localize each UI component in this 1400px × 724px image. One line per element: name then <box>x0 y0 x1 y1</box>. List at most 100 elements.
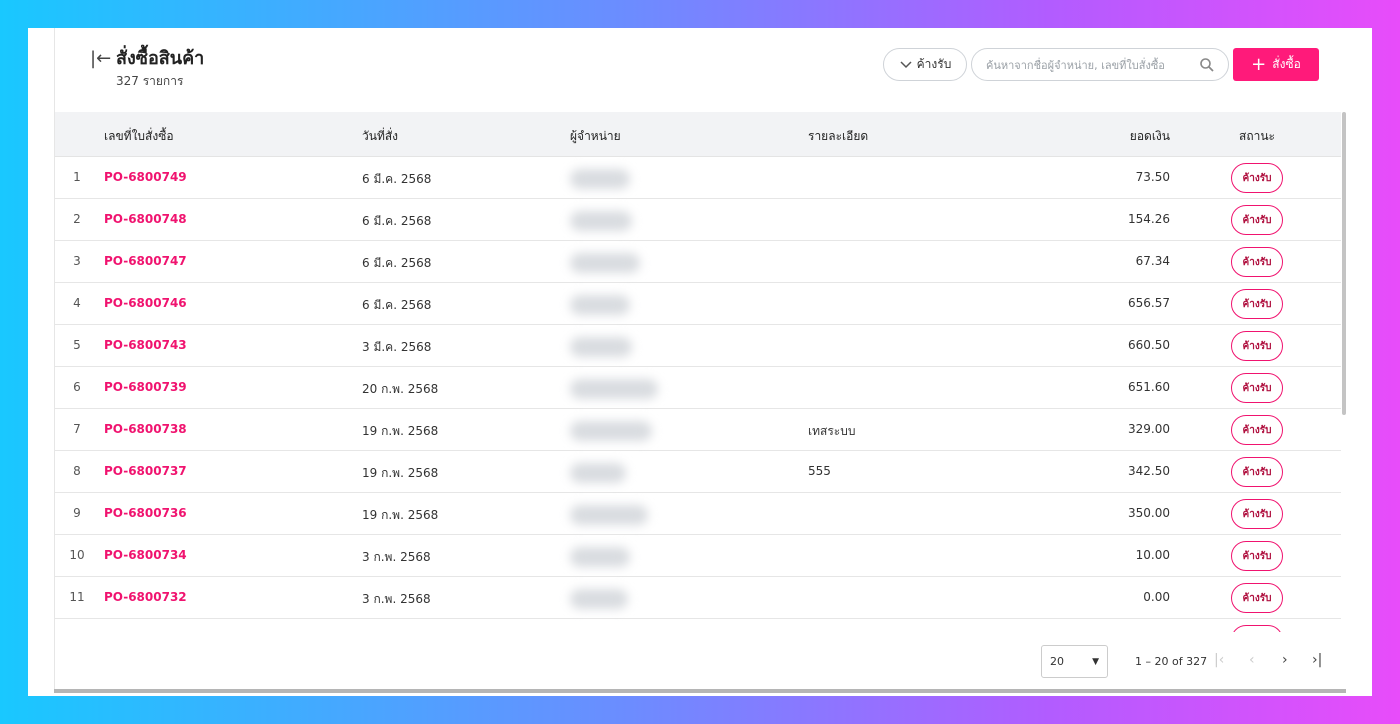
order-date: 6 มี.ค. 2568 <box>362 214 432 228</box>
table-row[interactable]: 1 PO-6800749 6 มี.ค. 2568 73.50 ค้างรับ <box>55 157 1341 199</box>
po-number[interactable]: PO-6800736 <box>104 506 187 520</box>
table-row[interactable]: 4 PO-6800746 6 มี.ค. 2568 656.57 ค้างรับ <box>55 283 1341 325</box>
plus-icon: + <box>1251 53 1267 75</box>
dropdown-icon: ▼ <box>1092 656 1099 667</box>
supplier-redacted <box>570 547 630 567</box>
po-number[interactable]: PO-6800739 <box>104 380 187 394</box>
search-placeholder: ค้นหาจากชื่อผู้จำหน่าย, เลขที่ใบสั่งซื้อ <box>986 58 1165 72</box>
page-range: 1 – 20 of 327 <box>1135 655 1208 668</box>
order-date: 3 มี.ค. 2568 <box>362 340 432 354</box>
order-date: 19 ก.พ. 2568 <box>362 466 439 480</box>
table-row[interactable]: 8 PO-6800737 19 ก.พ. 2568 555 342.50 ค้างรับ <box>55 451 1341 493</box>
table-row[interactable]: 9 PO-6800736 19 ก.พ. 2568 350.00 ค้างรับ <box>55 493 1341 535</box>
supplier-redacted <box>570 463 626 483</box>
amount: 660.50 <box>1128 338 1170 352</box>
order-date: 6 มี.ค. 2568 <box>362 172 432 186</box>
order-date: 20 ก.พ. 2568 <box>362 382 439 396</box>
amount: 651.60 <box>1128 380 1170 394</box>
status-badge: ค้างรับ <box>1231 289 1283 319</box>
status-badge: ค้างรับ <box>1231 331 1283 361</box>
po-number[interactable]: PO-6800748 <box>104 212 187 226</box>
supplier-redacted <box>570 421 652 441</box>
row-number: 4 <box>73 296 81 310</box>
search-input[interactable]: ค้นหาจากชื่อผู้จำหน่าย, เลขที่ใบสั่งซื้อ <box>971 48 1229 81</box>
amount: 67.34 <box>1135 254 1170 268</box>
order-date: 19 ก.พ. 2568 <box>362 424 439 438</box>
amount: 329.00 <box>1128 422 1170 436</box>
table-row <box>55 619 1341 632</box>
column-header: รายละเอียด <box>808 129 869 143</box>
last-page[interactable]: ›| <box>1312 652 1323 668</box>
row-number: 7 <box>73 422 81 436</box>
status-badge: ค้างรับ <box>1231 457 1283 487</box>
column-header: เลขที่ใบสั่งซื้อ <box>104 129 174 143</box>
amount: 0.00 <box>1143 590 1170 604</box>
po-number[interactable]: PO-6800749 <box>104 170 187 184</box>
table-header: เลขที่ใบสั่งซื้อ วันที่สั่ง ผู้จำหน่าย รายล… <box>55 112 1341 157</box>
next-page[interactable]: › <box>1282 652 1288 668</box>
first-page[interactable]: |‹ <box>1214 652 1225 668</box>
po-number[interactable]: PO-6800743 <box>104 338 187 352</box>
divider <box>54 28 55 692</box>
supplier-redacted <box>570 505 648 525</box>
po-number[interactable]: PO-6800746 <box>104 296 187 310</box>
status-badge: ค้างรับ <box>1231 205 1283 235</box>
supplier-redacted <box>570 295 630 315</box>
table-row[interactable]: 6 PO-6800739 20 ก.พ. 2568 651.60 ค้างรับ <box>55 367 1341 409</box>
row-number: 9 <box>73 506 81 520</box>
row-number: 1 <box>73 170 81 184</box>
status-badge: ค้างรับ <box>1231 373 1283 403</box>
table-row[interactable]: 2 PO-6800748 6 มี.ค. 2568 154.26 ค้างรับ <box>55 199 1341 241</box>
supplier-redacted <box>570 253 640 273</box>
table-row[interactable]: 11 PO-6800732 3 ก.พ. 2568 0.00 ค้างรับ <box>55 577 1341 619</box>
detail: 555 <box>808 464 831 478</box>
filter-label: ค้างรับ <box>916 57 952 71</box>
po-number[interactable]: PO-6800747 <box>104 254 187 268</box>
po-number[interactable]: PO-6800738 <box>104 422 187 436</box>
status-badge: ค้างรับ <box>1231 247 1283 277</box>
prev-page[interactable]: ‹ <box>1249 652 1255 668</box>
supplier-redacted <box>570 589 628 609</box>
order-date: 3 ก.พ. 2568 <box>362 550 431 564</box>
amount: 154.26 <box>1128 212 1170 226</box>
amount: 350.00 <box>1128 506 1170 520</box>
po-number[interactable]: PO-6800734 <box>104 548 187 562</box>
order-date: 6 มี.ค. 2568 <box>362 298 432 312</box>
column-header: ยอดเงิน <box>1129 129 1170 143</box>
back-button[interactable]: |← <box>90 48 112 69</box>
row-number: 10 <box>69 548 85 562</box>
po-number[interactable]: PO-6800737 <box>104 464 187 478</box>
amount: 10.00 <box>1135 548 1170 562</box>
page-size-value: 20 <box>1050 655 1064 668</box>
status-badge: ค้างรับ <box>1231 499 1283 529</box>
po-number[interactable]: PO-6800732 <box>104 590 187 604</box>
column-header: สถานะ <box>1239 129 1275 143</box>
status-badge <box>1231 625 1283 632</box>
supplier-redacted <box>570 211 632 231</box>
row-number: 2 <box>73 212 81 226</box>
record-count: 327 รายการ <box>116 74 184 88</box>
amount: 342.50 <box>1128 464 1170 478</box>
amount: 656.57 <box>1128 296 1170 310</box>
page-size-select[interactable]: 20 ▼ <box>1041 645 1108 678</box>
table-row[interactable]: 10 PO-6800734 3 ก.พ. 2568 10.00 ค้างรับ <box>55 535 1341 577</box>
status-badge: ค้างรับ <box>1231 541 1283 571</box>
table-row[interactable]: 3 PO-6800747 6 มี.ค. 2568 67.34 ค้างรับ <box>55 241 1341 283</box>
divider <box>54 689 1346 693</box>
supplier-redacted <box>570 169 630 189</box>
row-number: 3 <box>73 254 81 268</box>
scrollbar[interactable] <box>1342 112 1346 415</box>
add-button[interactable]: + สั่งซื้อ <box>1233 48 1319 81</box>
order-date: 3 ก.พ. 2568 <box>362 592 431 606</box>
row-number: 11 <box>69 590 85 604</box>
supplier-redacted <box>570 379 658 399</box>
search-icon[interactable] <box>1199 57 1215 73</box>
column-header: วันที่สั่ง <box>362 129 399 143</box>
status-badge: ค้างรับ <box>1231 415 1283 445</box>
filter-button[interactable]: ค้างรับ <box>883 48 967 81</box>
table-row[interactable]: 7 PO-6800738 19 ก.พ. 2568 เทสระบบ 329.00 ค้าง… <box>55 409 1341 451</box>
table: เลขที่ใบสั่งซื้อ วันที่สั่ง ผู้จำหน่าย รายล… <box>55 112 1341 632</box>
table-row[interactable]: 5 PO-6800743 3 มี.ค. 2568 660.50 ค้างรับ <box>55 325 1341 367</box>
row-number: 6 <box>73 380 81 394</box>
